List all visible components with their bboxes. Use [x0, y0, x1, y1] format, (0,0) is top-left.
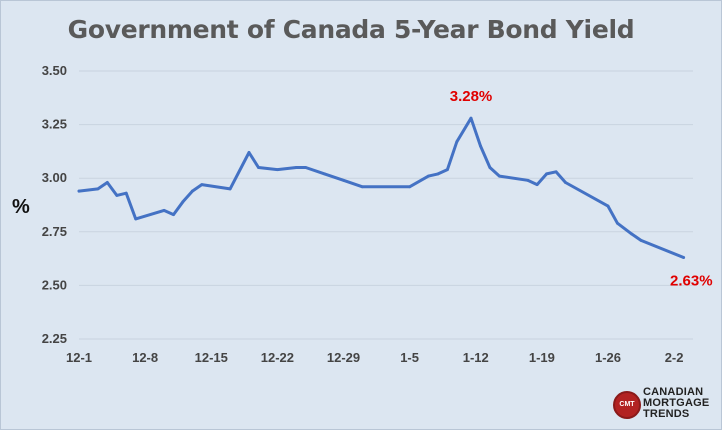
data-point — [115, 193, 119, 197]
data-point — [616, 221, 619, 225]
data-point — [630, 232, 633, 236]
y-tick-label: 2.25 — [42, 331, 67, 346]
data-point — [200, 183, 204, 187]
cmt-logo: CMT CANADIAN MORTGAGE TRENDS — [613, 387, 722, 427]
x-tick-label: 1-12 — [463, 350, 489, 365]
cmt-logo-badge: CMT — [613, 391, 641, 419]
data-point — [606, 204, 610, 208]
series-line — [77, 116, 686, 259]
y-tick-label: 2.75 — [42, 224, 67, 239]
annotation-label: 3.28% — [450, 88, 493, 105]
data-point — [181, 200, 185, 204]
data-point — [554, 170, 558, 174]
data-point — [682, 256, 685, 259]
data-point — [360, 185, 364, 189]
data-point — [526, 178, 530, 182]
logo-line-3: TRENDS — [643, 408, 690, 420]
data-point — [469, 116, 473, 120]
data-point — [446, 168, 449, 172]
data-point — [162, 208, 166, 212]
data-point — [564, 181, 567, 184]
data-point — [77, 189, 81, 193]
data-point — [639, 238, 643, 242]
x-tick-label: 2-2 — [665, 350, 684, 365]
data-point — [427, 174, 430, 178]
x-tick-label: 12-29 — [327, 350, 360, 365]
data-point — [247, 151, 251, 154]
data-point — [275, 168, 279, 172]
chart-title: Government of Canada 5-Year Bond Yield — [67, 15, 635, 44]
data-point — [545, 172, 548, 176]
data-point — [479, 144, 482, 148]
logo-line-2: MORTGAGE — [643, 397, 710, 409]
data-point — [342, 178, 345, 182]
data-point — [172, 213, 175, 217]
data-point — [257, 166, 260, 169]
data-point — [96, 187, 100, 191]
data-point — [105, 181, 109, 184]
data-point — [436, 172, 440, 176]
x-tick-label: 1-26 — [595, 350, 621, 365]
data-point — [488, 166, 492, 169]
cmt-logo-text: CANADIAN MORTGAGE TRENDS — [643, 387, 709, 420]
data-point — [408, 185, 412, 189]
data-point — [134, 217, 138, 221]
data-point — [124, 191, 128, 195]
x-tick-label: 1-19 — [529, 350, 555, 365]
x-tick-label: 12-15 — [195, 350, 228, 365]
data-point — [455, 140, 459, 144]
data-point — [294, 166, 298, 169]
annotation-label: 2.63% — [670, 273, 713, 290]
data-point — [190, 189, 194, 193]
data-point — [497, 174, 501, 178]
x-tick-label: 12-22 — [261, 350, 294, 365]
y-tick-label: 2.50 — [42, 277, 67, 292]
data-point — [323, 172, 326, 176]
y-tick-label: 3.25 — [42, 117, 67, 132]
data-point — [535, 183, 539, 187]
data-point — [304, 166, 308, 169]
y-tick-label: 3.00 — [42, 170, 67, 185]
data-point — [228, 187, 232, 191]
logo-line-1: CANADIAN — [643, 386, 704, 398]
x-tick-label: 12-1 — [66, 350, 92, 365]
x-tick-label: 1-5 — [400, 350, 419, 365]
y-tick-label: 3.50 — [42, 63, 67, 78]
y-axis-label: % — [12, 196, 30, 218]
x-tick-label: 12-8 — [132, 350, 158, 365]
